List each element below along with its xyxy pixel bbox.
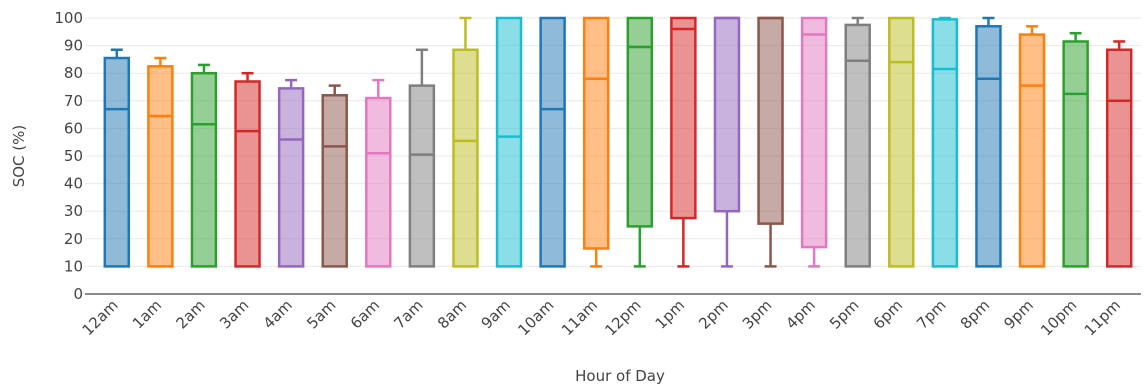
box-iqr (582, 16, 610, 250)
x-tick-label: 1pm (652, 296, 689, 333)
box-iqr (277, 87, 305, 268)
box-iqr (975, 25, 1002, 268)
box-12pm (626, 16, 654, 268)
y-tick-label: 70 (64, 92, 83, 110)
x-tick-label: 6pm (870, 296, 907, 333)
box-iqr (844, 23, 871, 268)
x-tick-label: 6am (347, 296, 383, 332)
box-iqr (321, 94, 348, 268)
box-4pm (800, 16, 828, 268)
box-iqr (365, 96, 392, 268)
box-3pm (757, 16, 784, 268)
box-4am (277, 78, 305, 268)
box-iqr (234, 80, 261, 268)
x-tick-label: 1am (129, 296, 165, 332)
y-axis-title: SOC (%) (10, 125, 28, 188)
box-iqr (408, 84, 436, 268)
x-tick-label: 11pm (1081, 296, 1124, 339)
box-8pm (975, 16, 1002, 268)
x-tick-label: 11am (558, 296, 601, 339)
x-tick-label: 8pm (957, 296, 994, 333)
x-axis-ticks: 12am 1am 2am 3am 4am 5am 6am 7am 8am 9am 10am 11am 1… (79, 296, 1124, 339)
y-tick-label: 30 (64, 202, 83, 220)
box-12am (103, 48, 131, 268)
x-tick-label: 7pm (913, 296, 950, 333)
box-iqr (1018, 33, 1046, 268)
x-tick-label: 2pm (695, 296, 732, 333)
box-iqr (757, 16, 784, 225)
x-tick-label: 12pm (601, 296, 644, 339)
box-iqr (452, 48, 479, 268)
box-iqr (495, 16, 523, 268)
y-tick-label: 100 (54, 9, 83, 27)
y-tick-label: 20 (64, 230, 83, 248)
box-11pm (1105, 40, 1133, 268)
x-tick-label: 12am (79, 296, 122, 339)
x-tick-label: 8am (434, 296, 470, 332)
y-tick-label: 60 (64, 119, 83, 137)
box-2pm (713, 16, 741, 268)
x-tick-label: 5am (303, 296, 339, 332)
box-iqr (539, 16, 566, 268)
x-tick-label: 3am (216, 296, 252, 332)
x-tick-label: 10am (514, 296, 557, 339)
box-3am (234, 71, 261, 268)
box-5pm (844, 16, 871, 268)
box-9am (495, 16, 523, 268)
box-6pm (888, 16, 915, 268)
box-iqr (931, 18, 959, 268)
box-series (103, 16, 1133, 268)
box-iqr (626, 16, 654, 228)
y-tick-label: 90 (64, 37, 83, 55)
box-10am (539, 16, 566, 268)
box-7pm (931, 16, 959, 268)
box-iqr (190, 71, 218, 268)
box-8am (452, 16, 479, 268)
box-2am (190, 63, 218, 268)
x-tick-label: 4pm (782, 296, 819, 333)
y-tick-label: 10 (64, 257, 83, 275)
box-iqr (103, 56, 131, 268)
box-iqr (800, 16, 828, 249)
box-iqr (888, 16, 915, 268)
y-tick-label: 80 (64, 64, 83, 82)
x-tick-label: 2am (172, 296, 208, 332)
box-5am (321, 84, 348, 268)
x-tick-label: 10pm (1037, 296, 1080, 339)
x-tick-label: 9am (478, 296, 514, 332)
x-tick-label: 3pm (739, 296, 776, 333)
y-tick-label: 50 (64, 147, 83, 165)
x-tick-label: 9pm (1000, 296, 1037, 333)
box-11am (582, 16, 610, 268)
x-axis-title: Hour of Day (575, 367, 665, 385)
y-tick-label: 0 (73, 285, 83, 303)
x-tick-label: 5pm (826, 296, 863, 333)
box-1am (147, 56, 174, 268)
y-axis-ticks: 0 10 20 30 40 50 60 70 80 90 100 (54, 9, 83, 303)
box-iqr (670, 16, 697, 220)
box-iqr (713, 16, 741, 213)
x-tick-label: 4am (260, 296, 296, 332)
box-10pm (1062, 31, 1089, 268)
gridlines (85, 17, 1141, 295)
box-iqr (1105, 48, 1133, 268)
box-1pm (670, 16, 697, 268)
x-tick-label: 7am (390, 296, 426, 332)
box-7am (408, 48, 436, 268)
box-6am (365, 78, 392, 268)
y-tick-label: 40 (64, 175, 83, 193)
box-iqr (147, 65, 174, 268)
box-9pm (1018, 25, 1046, 268)
box-iqr (1062, 40, 1089, 268)
